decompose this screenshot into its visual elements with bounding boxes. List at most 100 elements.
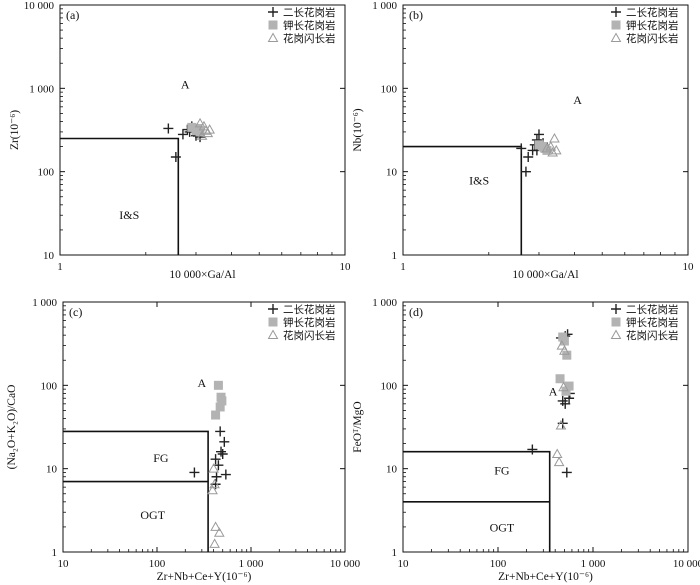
region-label-ogt: OGT <box>490 521 515 535</box>
legend-label: 二长花岗岩 <box>283 303 336 316</box>
x-tick-label: 10 <box>683 261 695 273</box>
field-boundary <box>63 430 209 552</box>
y-tick-label: 10 <box>43 250 55 262</box>
panel-label: (b) <box>409 8 423 22</box>
data-point-plus <box>215 426 226 437</box>
plot-frame <box>402 301 689 553</box>
data-point-plus <box>189 467 200 478</box>
y-tick-label: 1 000 <box>372 297 397 309</box>
data-point-triangle <box>210 521 221 531</box>
legend-label: 花岗闪长岩 <box>626 329 679 342</box>
region-label-fg: FG <box>153 451 169 465</box>
data-point-plus <box>561 467 572 478</box>
field-boundary <box>60 137 180 255</box>
legend-marker-square <box>268 317 278 327</box>
data-point-plus <box>219 436 230 447</box>
region-label-is: I&S <box>119 208 139 222</box>
legend-marker-triangle <box>267 32 279 42</box>
legend-label: 钾长花岗岩 <box>283 19 336 32</box>
plot-frame <box>62 301 346 553</box>
y-tick-label: 1 000 <box>32 297 57 309</box>
y-axis-title: Zr(10⁻⁶) <box>9 110 21 150</box>
data-point-triangle <box>213 527 225 537</box>
region-label-is: I&S <box>469 174 489 188</box>
legend-label: 钾长花岗岩 <box>283 316 336 329</box>
data-point-square <box>559 336 569 346</box>
data-point-square <box>213 380 223 390</box>
field-boundary <box>403 450 551 552</box>
data-point-square <box>215 402 225 412</box>
region-label-a: A <box>198 376 207 390</box>
y-tick-label: 10 <box>46 464 58 476</box>
x-tick-label: 1 000 <box>581 558 606 570</box>
x-tick-label: 100 <box>490 558 507 570</box>
x-axis-title: Zr+Nb+Ce+Y(10⁻⁶) <box>498 571 593 583</box>
legend-marker-triangle <box>610 329 622 339</box>
legend-label: 钾长花岗岩 <box>626 19 679 32</box>
data-point-square <box>193 123 203 133</box>
x-tick-label: 1 <box>400 261 406 273</box>
data-point-plus <box>210 454 221 465</box>
y-tick-label: 1 000 <box>372 0 397 12</box>
data-point-plus <box>220 469 231 480</box>
data-point-plus <box>177 129 188 140</box>
data-point-square <box>217 396 227 406</box>
data-point-plus <box>523 151 534 162</box>
legend-label: 二长花岗岩 <box>626 6 679 19</box>
y-tick-label: 100 <box>381 83 398 95</box>
region-label-ogt: OGT <box>140 508 165 522</box>
field-boundary <box>403 145 523 255</box>
x-tick-label: 10 000 <box>330 558 361 570</box>
y-axis-title: Nb(10⁻⁶) <box>352 108 364 151</box>
legend-label: 花岗闪长岩 <box>283 329 336 342</box>
data-point-plus <box>213 460 224 471</box>
y-tick-label: 1 <box>392 250 398 262</box>
y-tick-label: 1 <box>392 547 398 559</box>
data-point-triangle <box>207 484 218 495</box>
x-tick-label: 10 000 <box>673 558 700 570</box>
data-point-square <box>211 410 221 420</box>
x-axis-title: 10 000×Ga/Al <box>512 269 578 281</box>
legend-label: 钾长花岗岩 <box>626 316 679 329</box>
y-tick-label: 100 <box>41 380 58 392</box>
panel-label: (d) <box>409 305 423 319</box>
region-label-fg: FG <box>494 464 510 478</box>
x-tick-label: 10 <box>340 261 352 273</box>
data-point-plus <box>520 166 531 177</box>
y-tick-label: 100 <box>38 167 55 179</box>
x-tick-label: 10 <box>398 558 410 570</box>
x-axis-title: 10 000×Ga/Al <box>169 269 235 281</box>
data-point-triangle <box>209 538 220 548</box>
data-point-triangle <box>556 340 568 350</box>
data-point-plus <box>216 446 227 457</box>
legend-label: 二长花岗岩 <box>626 303 679 316</box>
legend-marker-plus <box>611 304 621 314</box>
data-point-triangle <box>559 345 570 355</box>
region-label-a: A <box>181 77 190 91</box>
legend-marker-triangle <box>267 329 279 339</box>
panel-label: (c) <box>69 305 82 319</box>
legend-label: 花岗闪长岩 <box>283 32 336 45</box>
data-point-plus <box>217 448 228 459</box>
y-tick-label: 10 000 <box>24 0 55 12</box>
data-point-triangle <box>551 448 563 458</box>
y-tick-label: 1 <box>52 547 58 559</box>
data-point-triangle <box>558 381 569 392</box>
data-point-plus <box>170 151 181 162</box>
panel-label: (a) <box>66 8 79 22</box>
data-point-square <box>555 374 565 384</box>
legend-marker-square <box>268 20 278 30</box>
data-point-square <box>564 381 574 391</box>
legend-label: 花岗闪长岩 <box>626 32 679 45</box>
x-tick-label: 100 <box>149 558 166 570</box>
data-point-triangle <box>208 463 219 473</box>
legend-marker-square <box>611 20 621 30</box>
y-tick-label: 1 000 <box>29 83 54 95</box>
y-axis-title: (Na₂O+K₂O)/CaO <box>6 385 18 470</box>
data-point-plus <box>516 143 527 154</box>
data-point-triangle <box>549 132 560 143</box>
region-label-a: A <box>549 385 558 399</box>
